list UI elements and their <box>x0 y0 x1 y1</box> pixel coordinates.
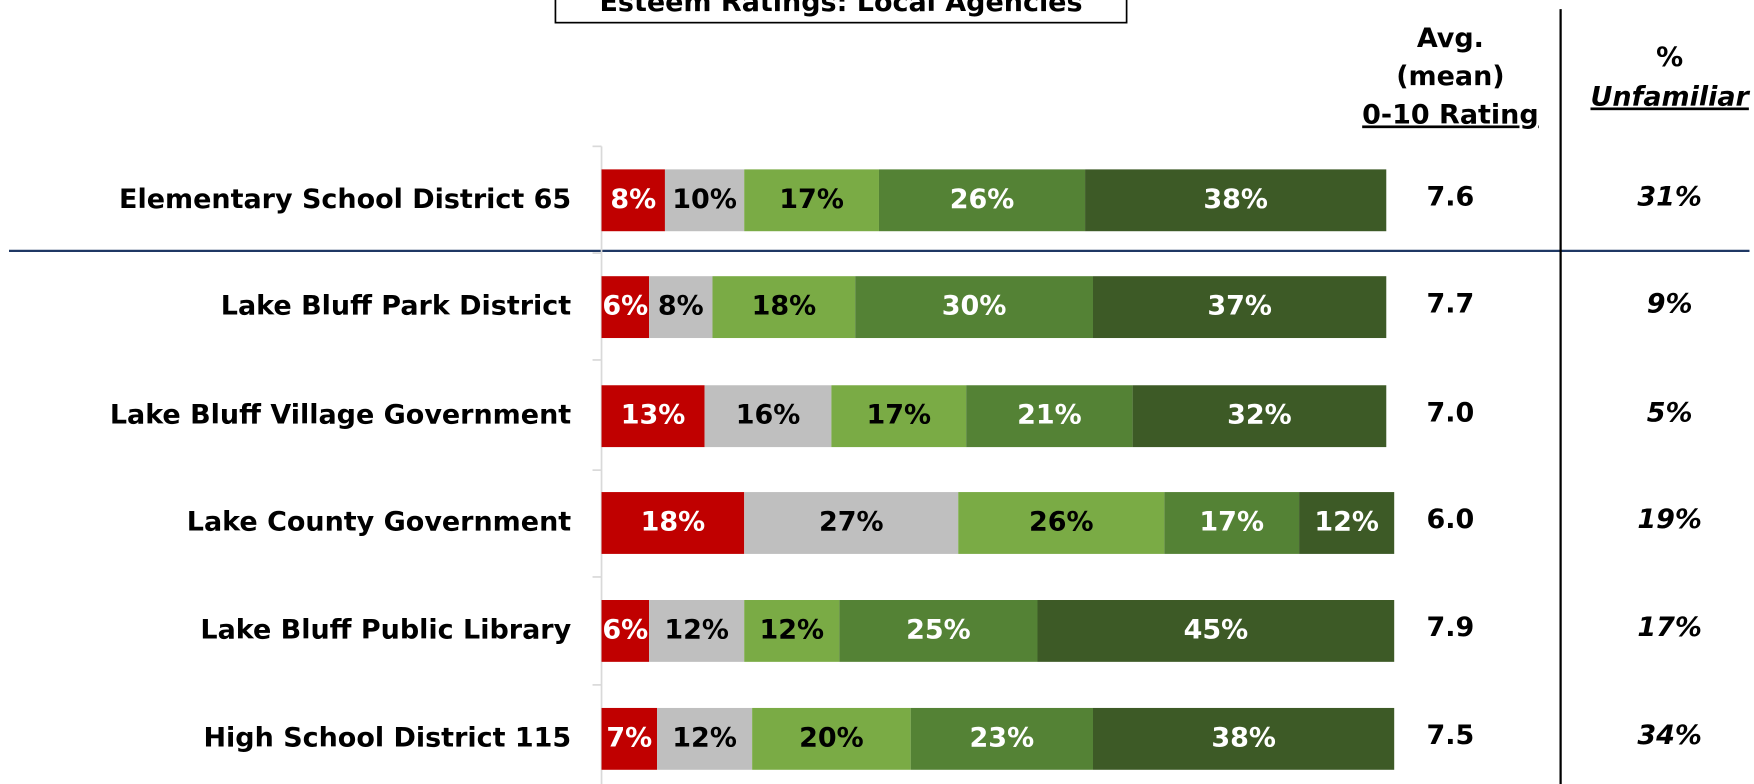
bar-segment <box>1299 492 1395 554</box>
bar-segment <box>649 600 745 662</box>
value-label: 18% <box>752 291 817 322</box>
value-label: 6% <box>602 291 648 322</box>
bar-segment <box>878 169 1086 232</box>
column-value: 7.7 <box>1427 288 1475 319</box>
bar-segment <box>744 169 879 232</box>
bar-segment <box>839 600 1038 662</box>
chart-title: Esteem Ratings: Local Agencies <box>599 0 1082 18</box>
value-label: 23% <box>970 722 1035 753</box>
bar-segment <box>657 707 753 770</box>
value-label: 21% <box>1017 400 1082 431</box>
bar-segment <box>1085 169 1387 232</box>
value-label: 17% <box>1199 506 1264 537</box>
value-label: 26% <box>950 184 1015 215</box>
value-label: 18% <box>641 506 706 537</box>
bar-segment <box>958 492 1165 554</box>
bar-segment <box>601 600 650 662</box>
bar-segment <box>1132 385 1387 448</box>
value-label: 12% <box>672 722 737 753</box>
title-box <box>554 0 1128 24</box>
value-label: 38% <box>1211 722 1276 753</box>
column-header: (mean) <box>1396 61 1504 92</box>
column-header: % <box>1656 42 1683 73</box>
column-value: 6.0 <box>1427 504 1475 535</box>
value-label: 17% <box>779 184 844 215</box>
value-label: 20% <box>799 722 864 753</box>
value-label: 26% <box>1029 506 1094 537</box>
column-value: 9% <box>1647 288 1693 319</box>
category-label: Elementary School District 65 <box>119 184 571 215</box>
value-label: 38% <box>1203 184 1268 215</box>
value-label: 10% <box>672 184 737 215</box>
value-label: 12% <box>1314 506 1379 537</box>
value-label: 8% <box>610 184 656 215</box>
value-label: 17% <box>867 400 932 431</box>
value-label: 8% <box>658 291 704 322</box>
value-label: 13% <box>621 400 686 431</box>
column-value: 7.5 <box>1427 720 1475 751</box>
column-value: 7.6 <box>1427 182 1475 213</box>
bar-segment <box>744 600 840 662</box>
bar-segment <box>1092 276 1387 339</box>
category-label: Lake Bluff Public Library <box>200 614 571 645</box>
value-label: 12% <box>664 614 729 645</box>
category-label: Lake Bluff Park District <box>221 291 571 322</box>
value-label: 30% <box>942 291 1007 322</box>
column-value: 34% <box>1637 720 1702 751</box>
category-label: Lake Bluff Village Government <box>110 400 571 431</box>
value-label: 6% <box>602 614 648 645</box>
value-label: 12% <box>759 614 824 645</box>
bar-segment <box>1092 707 1395 770</box>
column-value: 7.0 <box>1427 397 1475 428</box>
bar-segment <box>601 385 705 448</box>
category-label: High School District 115 <box>203 722 571 753</box>
value-label: 37% <box>1207 291 1272 322</box>
bar-segment <box>855 276 1093 339</box>
value-label: 45% <box>1184 614 1249 645</box>
column-value: 7.9 <box>1427 612 1475 643</box>
value-label: 27% <box>819 506 884 537</box>
bar-segment <box>712 276 856 339</box>
bar-segment <box>664 169 745 232</box>
bar-segment <box>649 276 713 339</box>
value-label: 7% <box>606 722 652 753</box>
bar-segment <box>744 492 959 554</box>
bar-segment <box>601 492 745 554</box>
column-value: 19% <box>1637 504 1702 535</box>
column-header: Avg. <box>1417 23 1484 54</box>
column-header: Unfamiliar <box>1590 81 1750 112</box>
category-label: Lake County Government <box>187 506 571 537</box>
bar-segment <box>601 169 665 232</box>
bar-segment <box>1037 600 1395 662</box>
bar-segment <box>601 276 650 339</box>
bar-segment <box>1164 492 1300 554</box>
column-value: 5% <box>1647 397 1693 428</box>
column-header: 0-10 Rating <box>1362 99 1538 130</box>
value-label: 25% <box>906 614 971 645</box>
bar-segment <box>831 385 967 448</box>
value-label: 16% <box>736 400 801 431</box>
value-label: 32% <box>1227 400 1292 431</box>
bar-segment <box>910 707 1093 770</box>
bar-segment <box>966 385 1133 448</box>
column-value: 31% <box>1637 182 1702 213</box>
bar-segment <box>704 385 832 448</box>
column-value: 17% <box>1637 612 1702 643</box>
bar-segment <box>601 707 658 770</box>
bar-segment <box>752 707 911 770</box>
